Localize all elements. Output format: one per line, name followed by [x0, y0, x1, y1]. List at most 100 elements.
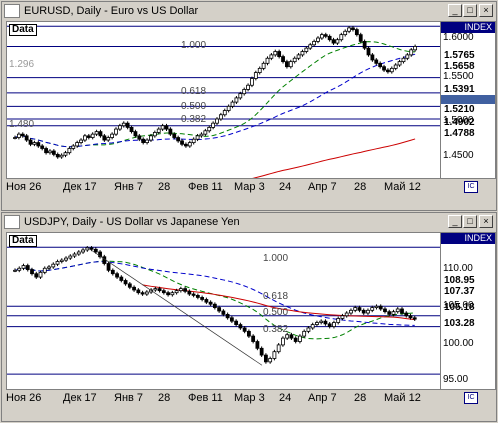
candle-body: [404, 312, 409, 317]
candle-body: [119, 276, 124, 281]
candle-body: [308, 44, 313, 49]
candle-body: [144, 291, 149, 295]
candle-body: [269, 54, 274, 59]
candle-body: [133, 131, 138, 137]
candle-body: [412, 317, 417, 320]
candle-body: [217, 307, 222, 312]
candle-body: [68, 255, 73, 259]
candle-body: [93, 248, 98, 253]
price-tag: 1.5765: [444, 50, 475, 61]
candle-body: [293, 337, 298, 342]
candle-body: [208, 301, 213, 305]
chart-window-eurusd[interactable]: EURUSD, Daily - Euro vs US Dollar _ □ × …: [1, 1, 497, 211]
candle-body: [400, 308, 404, 314]
x-tick-label: Фев 11: [188, 181, 223, 193]
autoscroll-icon[interactable]: IC: [464, 181, 478, 193]
candle-body: [25, 265, 30, 271]
candle-body: [319, 34, 324, 39]
candle-body: [391, 311, 396, 315]
candle-body: [51, 263, 56, 268]
candle-body: [98, 251, 102, 258]
candle-body: [24, 135, 29, 141]
candle-body: [405, 54, 410, 59]
candle-body: [40, 145, 45, 149]
candle-body: [168, 128, 173, 135]
candle-body: [195, 135, 200, 140]
candle-body: [336, 318, 341, 323]
candle-body: [176, 137, 181, 142]
y-tick-label: 105.00: [443, 300, 474, 311]
close-button[interactable]: ×: [479, 215, 493, 228]
price-axis[interactable]: INDEX 1.6000 1.5765 1.5658 1.5500 1.5391…: [440, 21, 496, 179]
candle-body: [222, 110, 227, 116]
candle-body: [221, 310, 226, 315]
candle-body: [59, 259, 64, 262]
candle-body: [90, 133, 95, 138]
candle-body: [358, 34, 363, 42]
price-axis[interactable]: INDEX 110.00 108.95 107.37 105.00 105.18…: [440, 232, 496, 390]
candle-body: [315, 322, 319, 325]
x-tick-label: 28: [354, 392, 367, 404]
data-label: Data: [9, 24, 37, 36]
time-axis[interactable]: Ноя 26 Дек 17 Янв 7 28 Фев 11 Мар 3 24 А…: [6, 390, 496, 406]
candle-body: [16, 133, 21, 138]
minimize-button[interactable]: _: [448, 4, 462, 17]
maximize-button[interactable]: □: [463, 4, 477, 17]
chart-window-usdjpy[interactable]: USDJPY, Daily - US Dollar vs Japanese Ye…: [1, 212, 497, 422]
candle-body: [44, 148, 48, 154]
titlebar[interactable]: USDJPY, Daily - US Dollar vs Japanese Ye…: [2, 213, 496, 231]
candle-body: [234, 320, 239, 325]
candle-body: [296, 54, 301, 59]
x-tick-label: Мар 3: [234, 392, 265, 404]
time-axis[interactable]: Ноя 26 Дек 17 Янв 7 28 Фев 11 Мар 3 24 А…: [6, 179, 496, 195]
candle-body: [387, 311, 392, 315]
candle-body: [132, 286, 136, 291]
candle-body: [17, 267, 22, 271]
candle-body: [83, 135, 87, 141]
maximize-button[interactable]: □: [463, 215, 477, 228]
candle-body: [304, 47, 309, 52]
candle-body: [310, 324, 315, 329]
candle-body: [20, 133, 25, 137]
candle-body: [238, 324, 243, 329]
candle-body: [319, 320, 324, 323]
candle-body: [76, 251, 81, 255]
candle-body: [85, 247, 90, 251]
candle-body: [281, 56, 285, 63]
candle-body: [300, 51, 305, 56]
candle-body: [265, 57, 270, 64]
fib-trend-line: [86, 246, 263, 366]
autoscroll-icon[interactable]: IC: [464, 392, 478, 404]
candle-body: [347, 27, 351, 32]
candle-body: [98, 131, 103, 137]
close-button[interactable]: ×: [479, 4, 493, 17]
candle-body: [51, 150, 56, 155]
candle-body: [86, 135, 91, 138]
candle-body: [370, 54, 375, 61]
y-tick-label: 110.00: [443, 263, 473, 274]
candle-body: [191, 293, 196, 296]
candle-body: [149, 289, 153, 293]
candle-body: [123, 280, 128, 285]
candle-body: [174, 290, 179, 294]
candle-body: [110, 269, 115, 275]
candle-body: [292, 57, 297, 63]
window-title: EURUSD, Daily - Euro vs US Dollar: [24, 5, 199, 17]
candle-body: [323, 34, 328, 37]
candle-body: [75, 142, 80, 147]
candle-body: [349, 309, 353, 314]
candle-body: [316, 37, 320, 42]
candle-body: [102, 135, 107, 141]
candle-body: [409, 49, 414, 56]
candle-body: [172, 133, 177, 138]
candle-body: [200, 297, 205, 300]
data-label: Data: [9, 235, 37, 247]
price-chart-plot[interactable]: Data 1.000 0.618 0.500 0.382 1.296 1.480: [6, 21, 442, 179]
titlebar[interactable]: EURUSD, Daily - Euro vs US Dollar _ □ ×: [2, 2, 496, 20]
x-tick-label: 28: [158, 181, 171, 193]
x-tick-label: Мар 3: [234, 181, 265, 193]
ghost-level-label: 1.296: [9, 59, 35, 70]
candle-body: [389, 67, 394, 73]
price-chart-plot[interactable]: Data 1.000 0.618 0.500 0.382: [6, 232, 442, 390]
minimize-button[interactable]: _: [448, 215, 462, 228]
